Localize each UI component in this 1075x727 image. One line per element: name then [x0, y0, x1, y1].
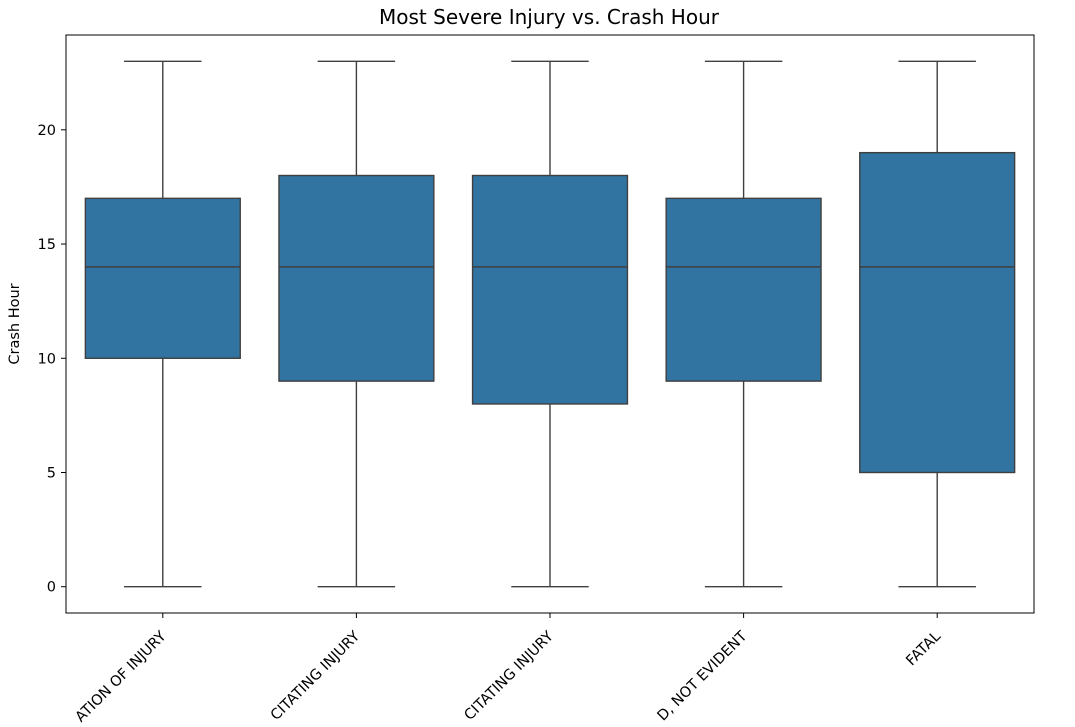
- y-tick-label: 5: [47, 465, 56, 481]
- y-tick-label: 20: [38, 123, 56, 139]
- x-tick-label: ATION OF INJURY: [73, 628, 170, 725]
- x-tick-label: CITATING INJURY: [268, 628, 363, 723]
- y-tick-label: 10: [38, 351, 56, 367]
- box-iqr: [859, 151, 1016, 474]
- x-tick-label: D, NOT EVIDENT: [655, 628, 751, 724]
- chart-title: Most Severe Injury vs. Crash Hour: [379, 5, 720, 29]
- box-iqr: [278, 174, 435, 382]
- y-axis-label: Crash Hour: [7, 283, 23, 364]
- box-iqr: [471, 174, 629, 405]
- x-axis: ATION OF INJURY CITATING INJURY CITATING I…: [73, 613, 944, 726]
- x-tick-label: CITATING INJURY: [462, 628, 557, 723]
- box-3: [471, 60, 629, 588]
- box-2: [278, 60, 435, 588]
- y-tick-label: 15: [38, 237, 56, 253]
- x-tick-label: FATAL: [903, 629, 944, 670]
- box-4: [665, 60, 822, 588]
- boxes-layer: [84, 60, 1016, 588]
- box-1: [84, 60, 241, 588]
- box-iqr: [84, 197, 241, 359]
- box-iqr: [665, 197, 822, 382]
- y-tick-label: 0: [47, 580, 56, 596]
- y-axis: 0 5 10 15 20: [38, 123, 66, 596]
- box-5: [859, 60, 1016, 588]
